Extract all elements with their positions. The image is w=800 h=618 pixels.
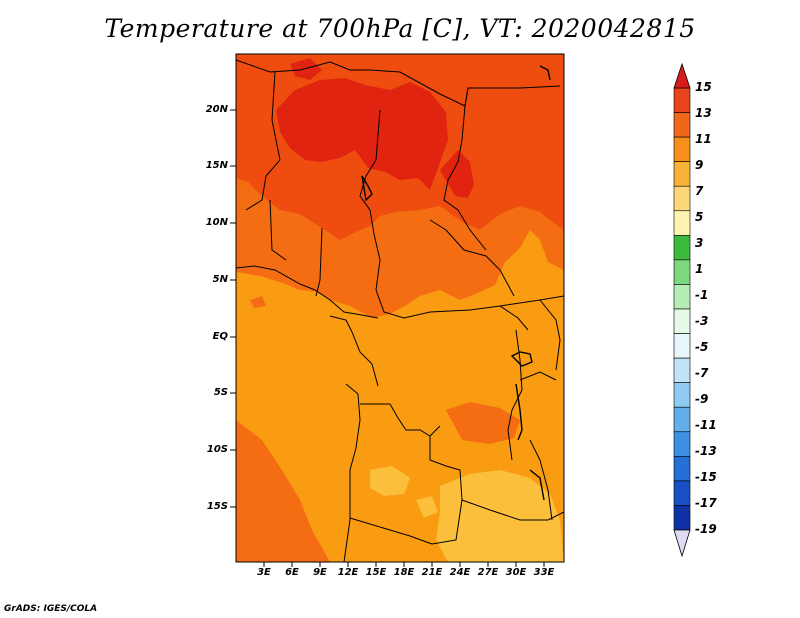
colorbar-label: 3 (695, 236, 704, 250)
colorbar-segment (673, 308, 691, 334)
colorbar-label: -3 (695, 314, 709, 328)
lon-label: 27E (477, 567, 499, 578)
lon-label: 15E (365, 567, 387, 578)
field-15c (276, 78, 448, 190)
chart-title: Temperature at 700hPa [C], VT: 202004281… (104, 14, 696, 43)
colorbar-segment (673, 235, 691, 261)
colorbar-segment (673, 161, 691, 187)
colorbar-segment (673, 333, 691, 359)
lat-label: 15N (205, 160, 228, 171)
lon-label: 30E (505, 567, 527, 578)
colorbar-label: 9 (695, 158, 704, 172)
colorbar-segment (673, 185, 691, 212)
colorbar-segment (673, 480, 691, 506)
lat-label: 15S (206, 501, 228, 512)
colorbar-label: 7 (695, 184, 704, 198)
colorbar-segment (673, 284, 691, 310)
lon-label: 9E (313, 567, 327, 578)
lon-label: 24E (449, 567, 471, 578)
colorbar-label: -19 (695, 522, 717, 536)
colorbar-top-arrow (673, 62, 691, 89)
colorbar-segment (673, 136, 691, 162)
lon-label: 3E (257, 567, 271, 578)
colorbar-segment (673, 456, 691, 482)
colorbar-segment (673, 357, 691, 383)
colorbar-segment (673, 382, 691, 408)
colorbar-segment (673, 210, 691, 236)
lon-label: 18E (393, 567, 415, 578)
colorbar-label: -7 (695, 366, 709, 380)
colorbar-label: 11 (695, 132, 712, 146)
lat-label: 20N (205, 104, 228, 115)
field-7c (436, 470, 564, 562)
colorbar-label: -13 (695, 444, 717, 458)
lat-label: EQ (212, 331, 228, 342)
lon-label: 21E (421, 567, 443, 578)
colorbar-label: -15 (695, 470, 717, 484)
colorbar-segment (673, 87, 691, 113)
lon-label: 6E (285, 567, 299, 578)
colorbar-segment (673, 259, 691, 285)
colorbar-segment (673, 431, 691, 457)
colorbar-label: -5 (695, 340, 709, 354)
map-frame (235, 53, 565, 563)
lat-label: 5S (213, 387, 228, 398)
colorbar-bottom-arrow (673, 529, 691, 558)
credit-text: GrADS: IGES/COLA (4, 604, 98, 614)
colorbar-segment (673, 505, 691, 531)
colorbar-segment (673, 406, 691, 433)
colorbar-label: -9 (695, 392, 709, 406)
lat-label: 10N (205, 217, 228, 228)
colorbar-label: 15 (695, 80, 712, 94)
colorbar-label: -11 (695, 418, 717, 432)
lon-label: 12E (337, 567, 359, 578)
colorbar-label: 1 (695, 262, 704, 276)
lon-label: 33E (533, 567, 555, 578)
colorbar-label: -17 (695, 496, 717, 510)
colorbar-label: -1 (695, 288, 709, 302)
colorbar-label: 5 (695, 210, 704, 224)
colorbar-segment (673, 112, 691, 138)
lat-label: 10S (206, 444, 228, 455)
lat-label: 5N (212, 274, 228, 285)
colorbar-label: 13 (695, 106, 712, 120)
